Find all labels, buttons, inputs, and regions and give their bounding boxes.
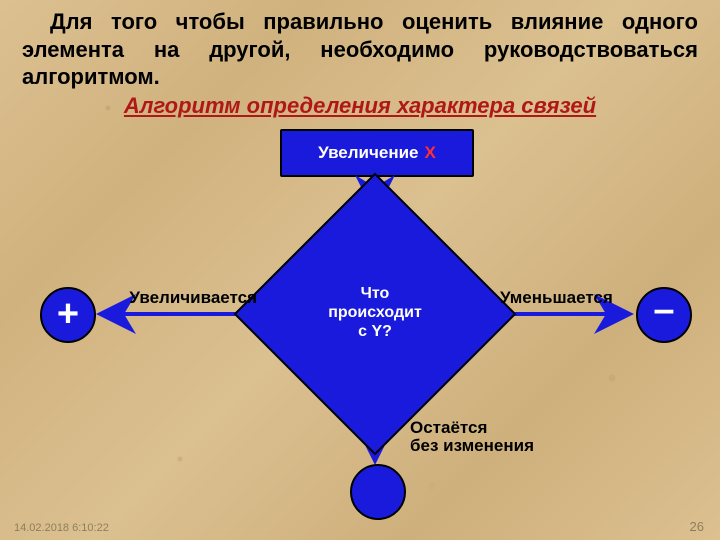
decision-text: Что происходит с Y?: [275, 284, 475, 342]
flowchart: Увеличение Х Что происходит с: [0, 119, 720, 499]
branch-label-unchanged: Остаётся без изменения: [410, 419, 580, 456]
intro-paragraph: Для того чтобы правильно оценить влияние…: [0, 0, 720, 91]
decision-line-3: с Y?: [358, 323, 392, 340]
subtitle-heading: Алгоритм определения характера связей: [0, 93, 720, 119]
branch-label-decrease: Уменьшается: [500, 289, 635, 308]
footer-timestamp: 14.02.2018 6:10:22: [14, 522, 109, 534]
plus-icon: +: [57, 293, 79, 336]
footer-page-number: 26: [690, 519, 704, 534]
decision-line-2: происходит: [328, 304, 422, 321]
branch-label-increase: Увеличивается: [112, 289, 257, 308]
result-minus-node: –: [636, 287, 692, 343]
result-unchanged-node: [350, 464, 406, 520]
decision-line-1: Что: [361, 285, 390, 302]
decision-node: Что происходит с Y?: [275, 214, 475, 414]
minus-icon: –: [653, 289, 674, 332]
result-plus-node: +: [40, 287, 96, 343]
